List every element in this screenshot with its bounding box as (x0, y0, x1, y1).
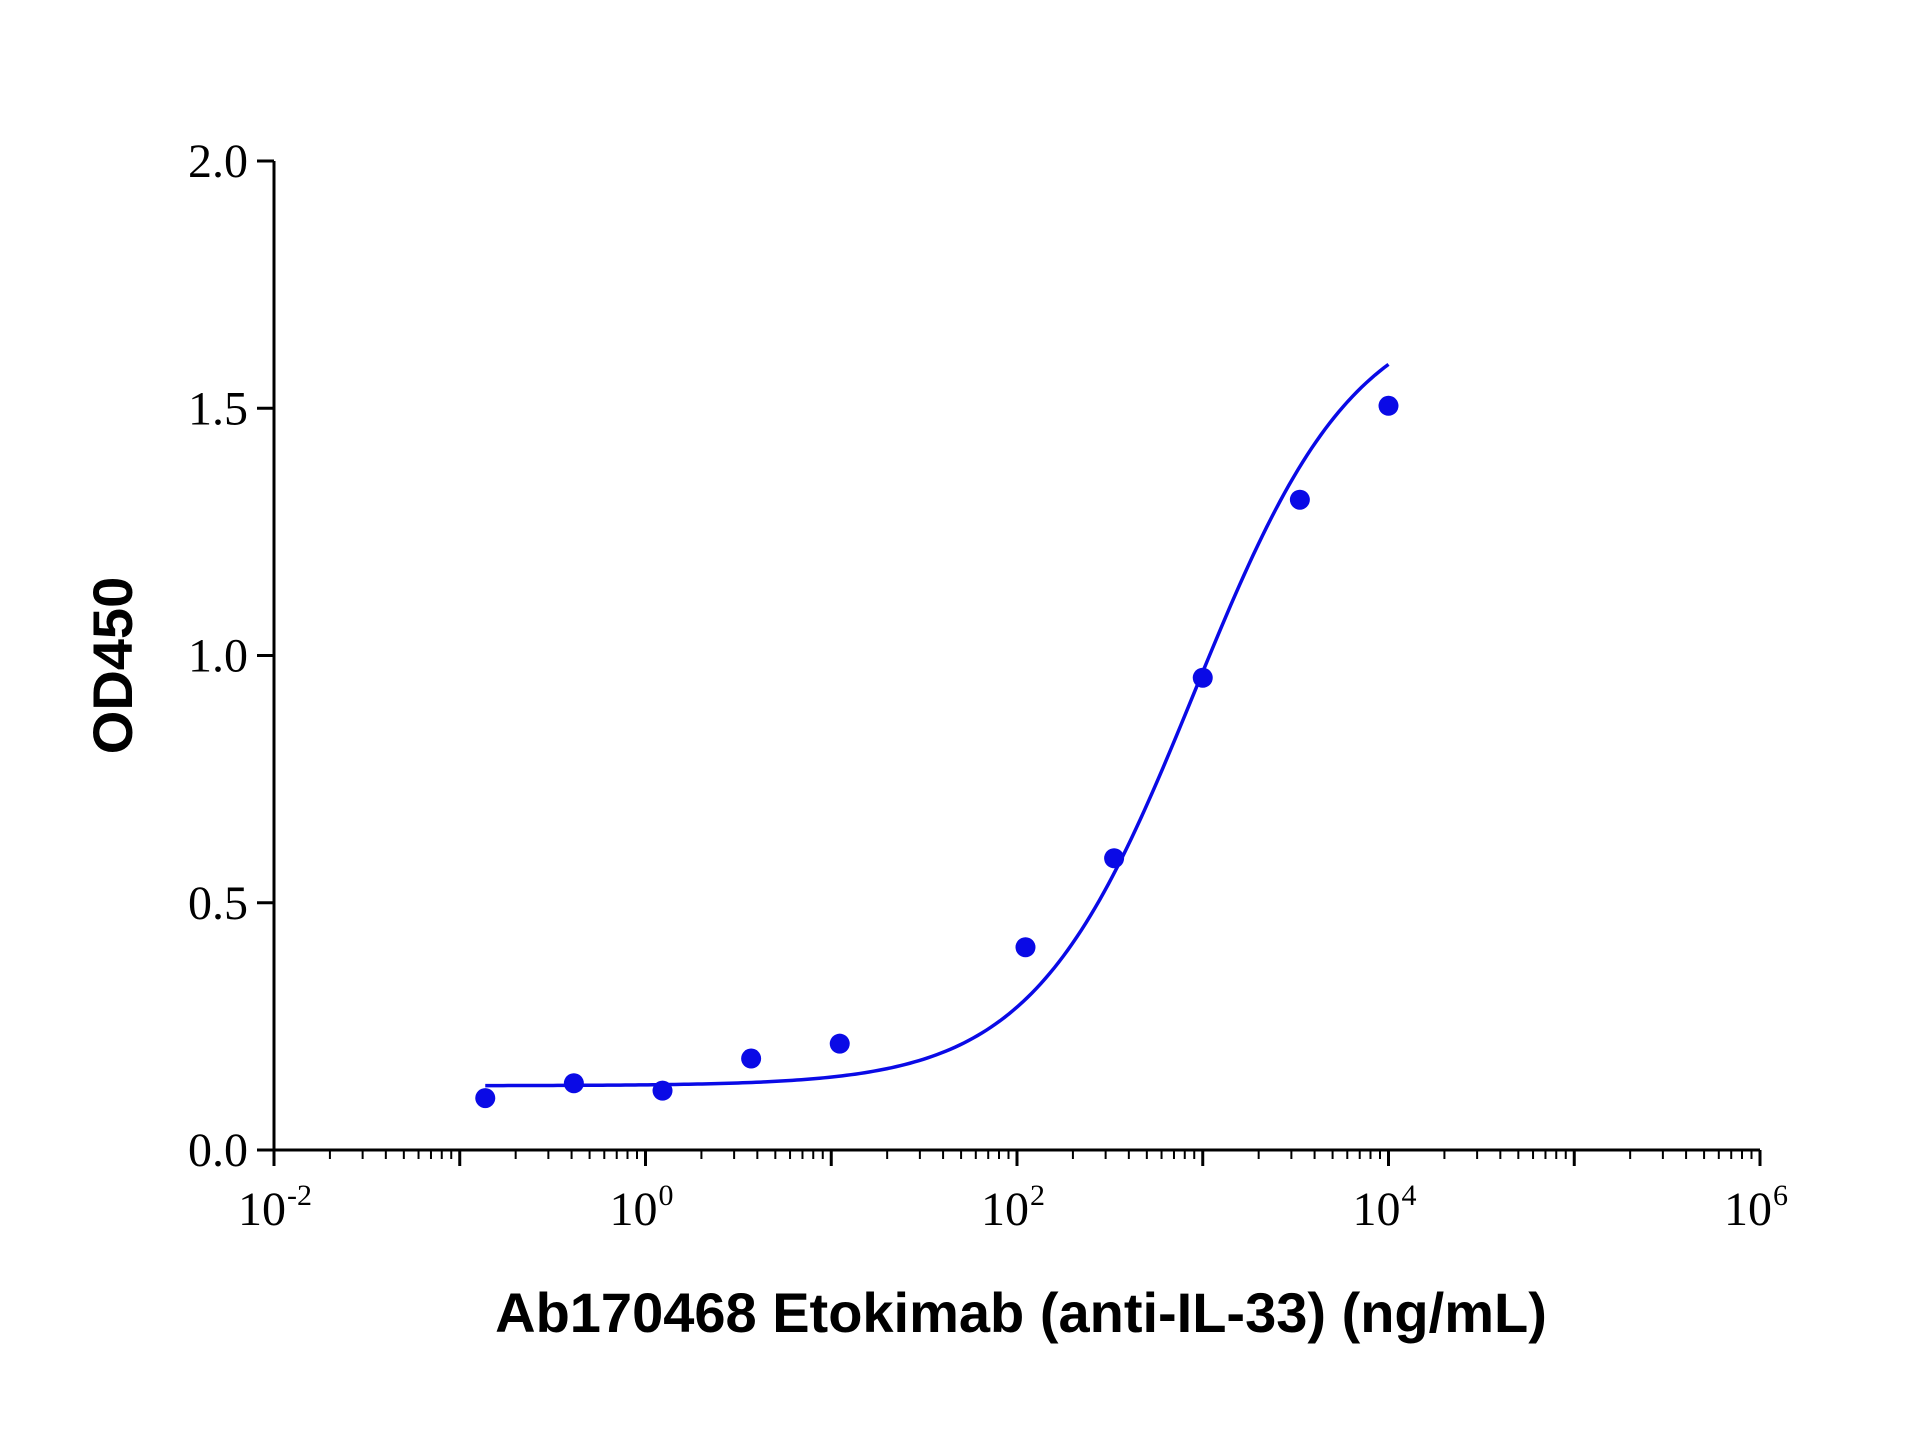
fit-curve-layer (485, 362, 1390, 1088)
y-tick-label: 0.5 (188, 877, 248, 930)
x-tick-exponent: 6 (1773, 1179, 1788, 1212)
y-tick-label: 2.0 (188, 135, 248, 188)
y-tick-label: 1.0 (188, 630, 248, 683)
x-tick-label: 10 (981, 1183, 1029, 1236)
data-point (1104, 848, 1125, 869)
data-point (829, 1033, 850, 1054)
data-point (1192, 667, 1213, 688)
x-tick-label: 10 (238, 1183, 286, 1236)
axes (272, 161, 1760, 1152)
data-points (475, 395, 1399, 1109)
x-tick-exponent: 0 (659, 1179, 674, 1212)
x-tick-label: 10 (1353, 1183, 1401, 1236)
data-point (652, 1080, 673, 1101)
x-tick-exponent: 2 (1030, 1179, 1045, 1212)
data-point (1015, 937, 1036, 958)
data-point (741, 1048, 762, 1069)
data-point (1378, 395, 1399, 416)
x-tick-exponent: -2 (287, 1179, 312, 1212)
y-axis-title: OD450 (81, 577, 144, 754)
y-ticks: 0.0 0.5 1.0 1.5 2.0 (188, 135, 274, 1177)
y-tick-label: 1.5 (188, 382, 248, 435)
x-axis-title: Ab170468 Etokimab (anti-IL-33) (ng/mL) (495, 1281, 1547, 1344)
x-tick-exponent: 4 (1402, 1179, 1417, 1212)
x-ticks: 10 -2 10 0 10 2 10 4 10 6 (238, 1150, 1788, 1236)
x-tick-label: 10 (610, 1183, 658, 1236)
y-tick-label: 0.0 (188, 1124, 248, 1177)
x-tick-label: 10 (1724, 1183, 1772, 1236)
data-point (1289, 489, 1310, 510)
data-point (475, 1088, 496, 1109)
fit-curve (485, 362, 1390, 1088)
data-point (563, 1073, 584, 1094)
